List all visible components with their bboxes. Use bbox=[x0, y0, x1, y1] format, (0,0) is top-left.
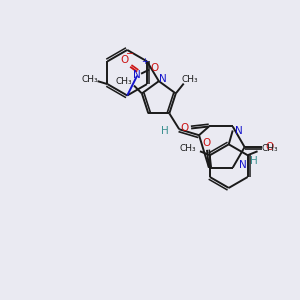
Text: O: O bbox=[180, 124, 188, 134]
Text: N: N bbox=[133, 70, 141, 80]
Text: O: O bbox=[120, 55, 128, 65]
Text: N: N bbox=[235, 127, 242, 136]
Text: O: O bbox=[203, 138, 211, 148]
Text: CH₃: CH₃ bbox=[180, 144, 196, 153]
Text: CH₃: CH₃ bbox=[81, 75, 98, 84]
Text: O: O bbox=[265, 142, 274, 152]
Text: CH₃: CH₃ bbox=[182, 75, 198, 84]
Text: H: H bbox=[250, 156, 257, 166]
Text: −: − bbox=[126, 49, 134, 59]
Text: N: N bbox=[239, 160, 247, 170]
Text: N: N bbox=[159, 74, 167, 84]
Text: O: O bbox=[151, 63, 159, 73]
Text: CH₃: CH₃ bbox=[116, 77, 132, 86]
Text: CH₃: CH₃ bbox=[261, 144, 278, 153]
Text: +: + bbox=[142, 57, 148, 66]
Text: H: H bbox=[161, 126, 169, 136]
